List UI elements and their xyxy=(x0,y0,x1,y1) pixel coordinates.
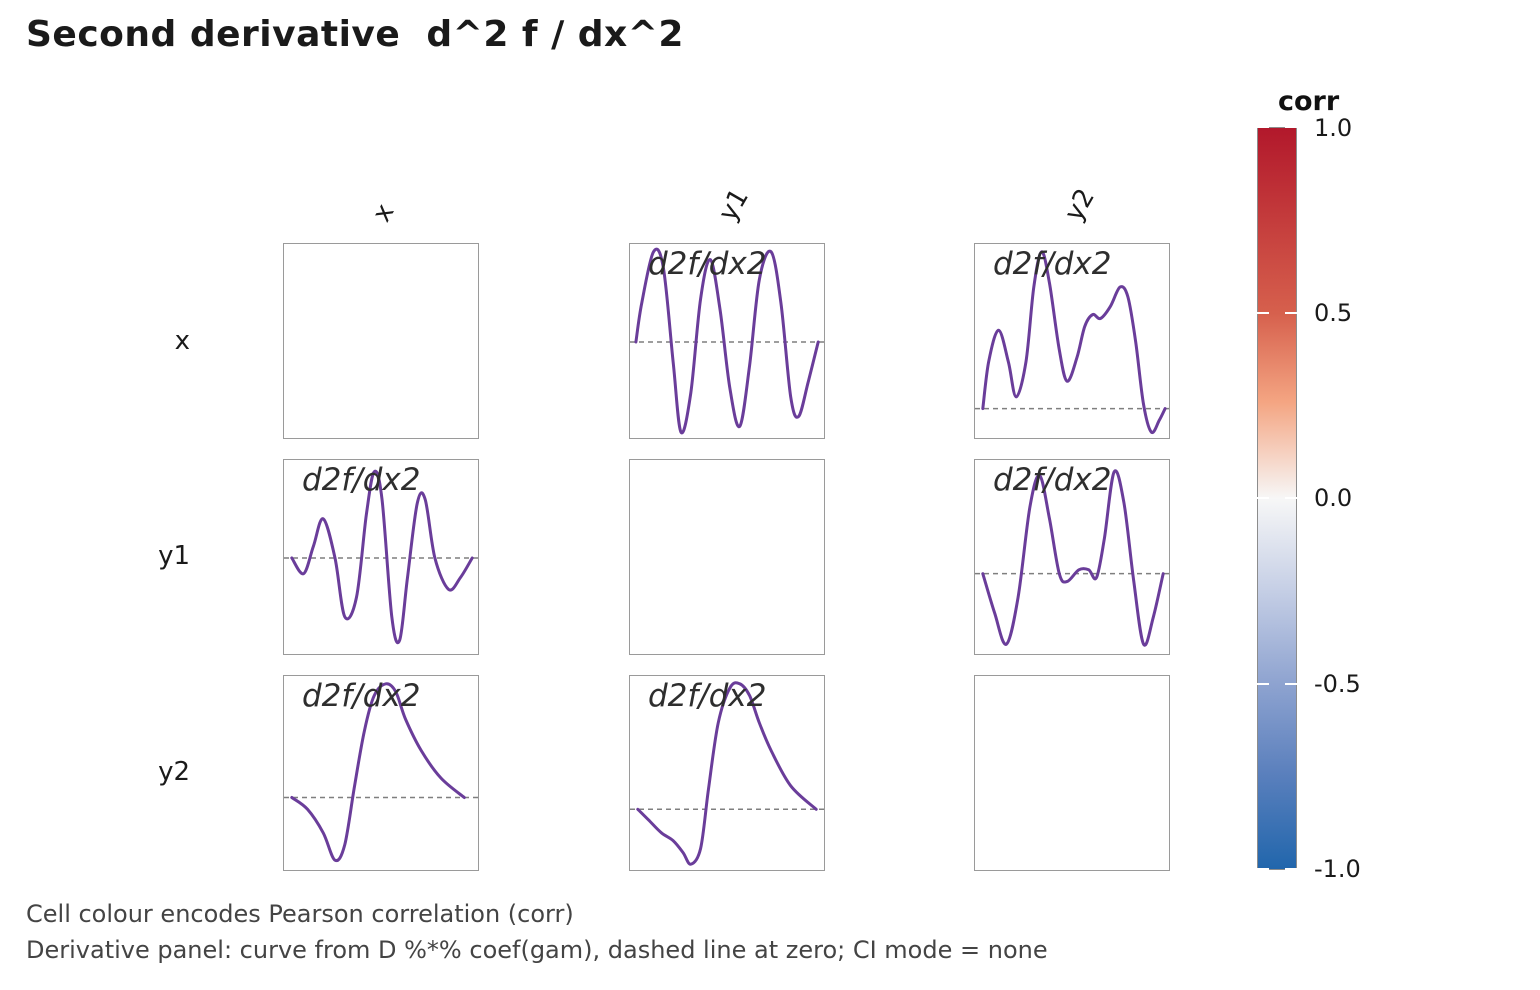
panel-y1-y1 xyxy=(629,459,825,655)
legend-title: corr xyxy=(1278,86,1340,117)
panel-y2-x: d2f/dx2 xyxy=(283,675,479,871)
derivative-curve xyxy=(981,469,1165,647)
colorbar-tick xyxy=(1285,868,1297,870)
colorbar-tick-label: 0.5 xyxy=(1314,299,1353,327)
panel-x-y1: d2f/dx2 xyxy=(629,243,825,439)
colorbar-tick xyxy=(1257,126,1269,128)
caption-line-2: Derivative panel: curve from D %*% coef(… xyxy=(26,936,1048,964)
colorbar-tick-label: 0.0 xyxy=(1314,484,1353,512)
chart-title: Second derivative d^2 f / dx^2 xyxy=(26,14,684,55)
derivative-curve-plot xyxy=(975,250,1169,435)
derivative-curve-plot xyxy=(284,469,478,645)
colorbar-tick-label: -1.0 xyxy=(1314,855,1361,883)
panel-y1-x: d2f/dx2 xyxy=(283,459,479,655)
colorbar-tick xyxy=(1285,683,1297,685)
colorbar-tick xyxy=(1257,312,1269,314)
derivative-curve xyxy=(636,681,818,866)
colorbar-tick xyxy=(1285,497,1297,499)
column-label-y2: y2 xyxy=(1058,183,1101,227)
colorbar-tick xyxy=(1257,683,1269,685)
derivative-curve-plot xyxy=(630,681,824,866)
panel-x-x xyxy=(283,243,479,439)
row-label-y1: y1 xyxy=(158,541,190,571)
derivative-curve-plot xyxy=(284,682,478,863)
colorbar-tick-label: -0.5 xyxy=(1314,670,1361,698)
colorbar-tick-label: 1.0 xyxy=(1314,114,1353,142)
column-label-y1: y1 xyxy=(712,183,755,227)
panel-y1-y2: d2f/dx2 xyxy=(974,459,1170,655)
panel-y2-y2 xyxy=(974,675,1170,871)
derivative-curve xyxy=(634,247,820,435)
derivative-curve xyxy=(981,250,1167,435)
derivative-curve-plot xyxy=(975,469,1169,647)
row-label-y2: y2 xyxy=(158,757,190,787)
colorbar-tick xyxy=(1285,312,1297,314)
derivative-curve xyxy=(290,469,474,645)
colorbar-tick xyxy=(1257,497,1269,499)
panel-x-y2: d2f/dx2 xyxy=(974,243,1170,439)
colorbar-tick xyxy=(1285,126,1297,128)
colorbar-tick xyxy=(1257,868,1269,870)
panel-y2-y1: d2f/dx2 xyxy=(629,675,825,871)
derivative-curve-plot xyxy=(630,247,824,435)
column-label-x: x xyxy=(366,198,401,228)
row-label-x: x xyxy=(174,326,190,356)
caption-line-1: Cell colour encodes Pearson correlation … xyxy=(26,900,574,928)
derivative-curve xyxy=(290,682,466,863)
